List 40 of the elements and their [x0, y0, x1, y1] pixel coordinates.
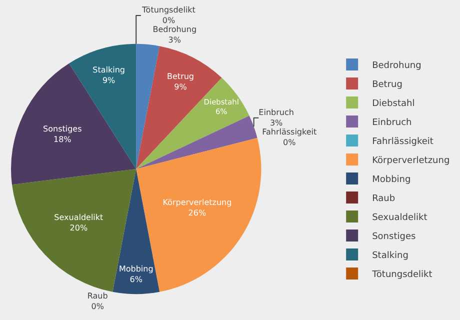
- legend-label: Betrug: [372, 80, 402, 90]
- data-label: 3%: [270, 118, 284, 128]
- slice-label: Körperverletzung: [162, 198, 232, 208]
- legend-label: Stalking: [372, 251, 408, 262]
- legend-label: Einbruch: [372, 118, 412, 128]
- data-label: 9%: [102, 76, 116, 85]
- slice-label: Diebstahl: [204, 98, 239, 107]
- data-label: 6%: [215, 107, 228, 116]
- data-label: 3%: [168, 36, 182, 45]
- slice-label: Betrug: [167, 72, 194, 82]
- text: 0%: [91, 302, 104, 311]
- slice-label: Bedrohung: [152, 25, 197, 34]
- data-label: 20%: [70, 224, 88, 233]
- category-label: Fahrlässigkeit: [262, 128, 317, 137]
- data-label: 6%: [130, 275, 143, 284]
- legend-label: Sonstiges: [372, 232, 416, 242]
- category-label: Tötungsdelikt: [142, 6, 196, 15]
- slice-label: Sexualdelikt: [54, 213, 104, 222]
- data-label: 26%: [188, 208, 206, 218]
- legend-label: Raub: [372, 194, 396, 204]
- legend-label: Bedrohung: [372, 61, 422, 72]
- legend-label: Fahrlässigkeit: [372, 137, 434, 148]
- pie-slice: [112, 169, 160, 294]
- legend-label: Tötungsdelikt: [371, 270, 433, 280]
- legend-label: Diebstahl: [372, 99, 415, 110]
- legend-label: Mobbing: [372, 175, 411, 186]
- slice-label: Sonstiges: [43, 124, 82, 134]
- pie-slice: [136, 116, 258, 169]
- pie-slice: [136, 44, 160, 169]
- pie-slice: [11, 63, 136, 185]
- slice-label: Einbruch: [258, 108, 294, 118]
- data-label: 18%: [54, 135, 72, 144]
- slice-label: Mobbing: [118, 264, 154, 274]
- legend-label: Körperverletzung: [372, 156, 450, 166]
- legend-label: Sexualdelikt: [372, 213, 428, 224]
- category-label: Raub: [87, 292, 108, 301]
- text: 0%: [283, 138, 296, 147]
- data-label: 9%: [174, 82, 188, 92]
- slice-label: Stalking: [92, 65, 125, 74]
- text: 0%: [162, 16, 176, 26]
